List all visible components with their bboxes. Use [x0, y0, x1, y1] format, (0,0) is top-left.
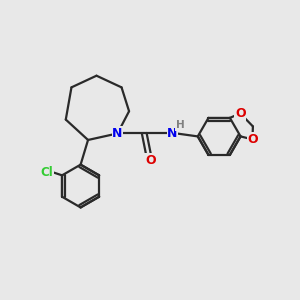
Text: N: N [112, 127, 123, 140]
Text: Cl: Cl [41, 166, 54, 179]
Text: O: O [247, 133, 258, 146]
Text: N: N [167, 127, 178, 140]
Text: O: O [145, 154, 155, 167]
Text: O: O [235, 107, 246, 120]
Text: H: H [176, 120, 184, 130]
